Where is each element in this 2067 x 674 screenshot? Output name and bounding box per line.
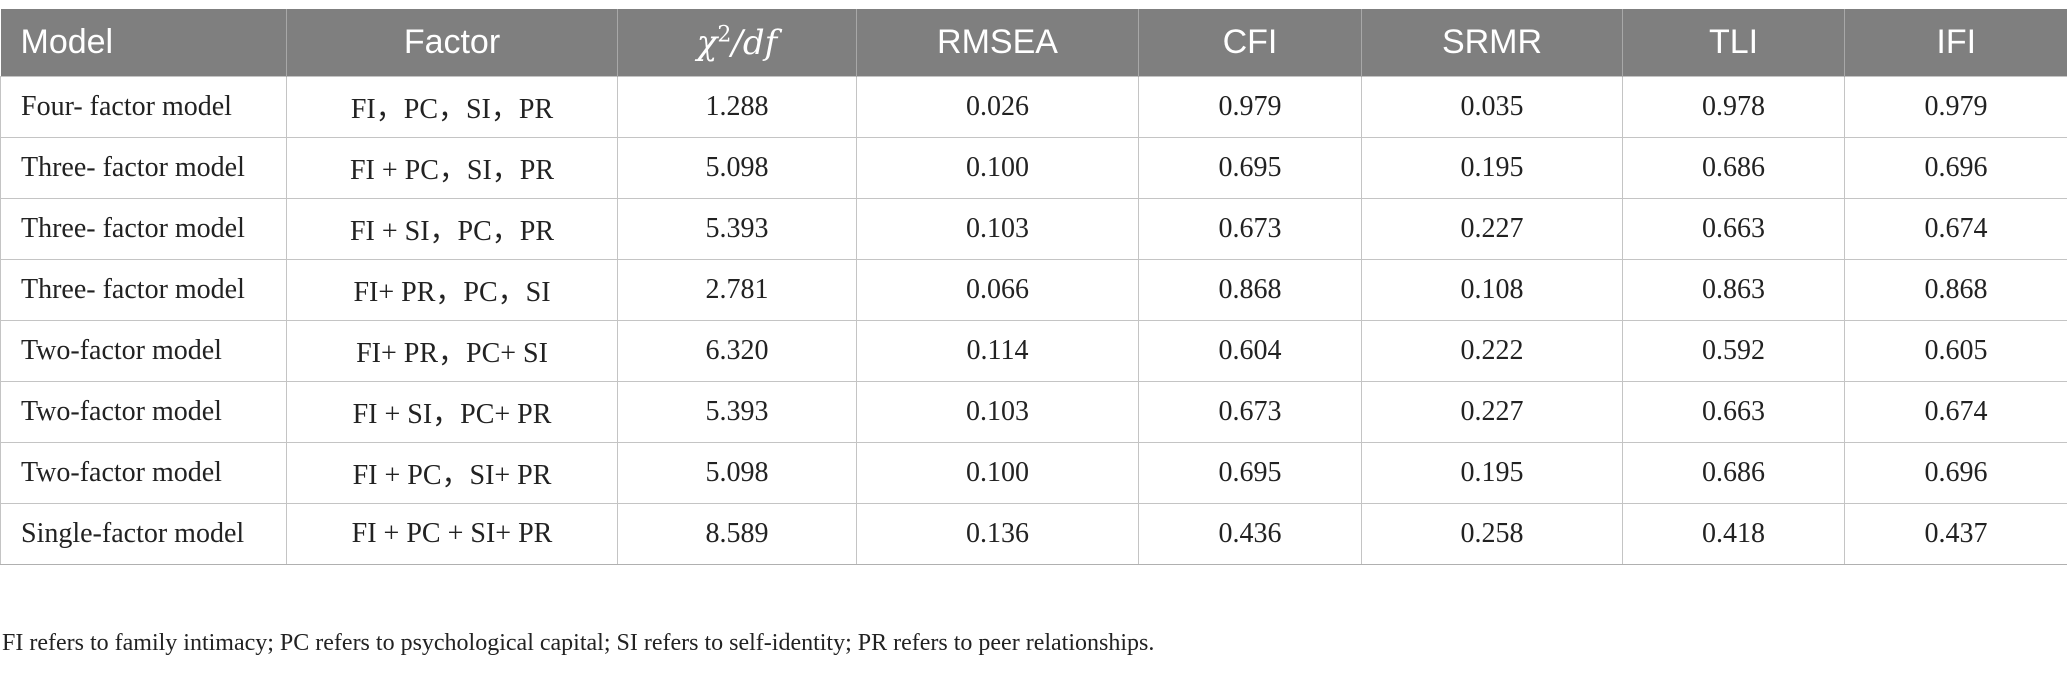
cell-rmsea: 0.066 bbox=[856, 259, 1139, 321]
cell-model: Three- factor model bbox=[0, 259, 287, 321]
cell-srmr: 0.227 bbox=[1361, 381, 1623, 443]
cell-rmsea: 0.103 bbox=[856, 381, 1139, 443]
cell-rmsea: 0.100 bbox=[856, 137, 1139, 199]
cell-rmsea: 0.114 bbox=[856, 320, 1139, 382]
cell-srmr: 0.195 bbox=[1361, 442, 1623, 504]
cell-cfi: 0.673 bbox=[1138, 381, 1362, 443]
cell-model: Four- factor model bbox=[0, 76, 287, 138]
cell-cfi: 0.436 bbox=[1138, 503, 1362, 565]
header-rmsea: RMSEA bbox=[856, 9, 1139, 77]
cell-model: Single-factor model bbox=[0, 503, 287, 565]
cell-model: Two-factor model bbox=[0, 442, 287, 504]
header-tli: TLI bbox=[1622, 9, 1845, 77]
cell-ifi: 0.605 bbox=[1844, 320, 2067, 382]
table-row: Two-factor model FI + PC，SI+ PR 5.098 0.… bbox=[0, 442, 2067, 504]
cell-rmsea: 0.026 bbox=[856, 76, 1139, 138]
chi-superscript: 2 bbox=[717, 22, 732, 48]
table-row: Two-factor model FI + SI，PC+ PR 5.393 0.… bbox=[0, 381, 2067, 443]
table-row: Four- factor model FI，PC，SI，PR 1.288 0.0… bbox=[0, 76, 2067, 138]
cell-tli: 0.663 bbox=[1622, 381, 1845, 443]
cell-ifi: 0.696 bbox=[1844, 137, 2067, 199]
cell-model: Two-factor model bbox=[0, 381, 287, 443]
cell-chi-square-df: 1.288 bbox=[617, 76, 857, 138]
table-row: Three- factor model FI + SI，PC，PR 5.393 … bbox=[0, 198, 2067, 260]
cell-tli: 0.686 bbox=[1622, 137, 1845, 199]
chi-symbol: χ bbox=[696, 22, 718, 63]
cell-factor: FI + PC，SI+ PR bbox=[286, 442, 618, 504]
chi-df: /df bbox=[731, 22, 778, 63]
cell-model: Three- factor model bbox=[0, 198, 287, 260]
cell-chi-square-df: 2.781 bbox=[617, 259, 857, 321]
cell-tli: 0.663 bbox=[1622, 198, 1845, 260]
header-cfi: CFI bbox=[1138, 9, 1362, 77]
cell-ifi: 0.696 bbox=[1844, 442, 2067, 504]
cell-srmr: 0.108 bbox=[1361, 259, 1623, 321]
cell-tli: 0.978 bbox=[1622, 76, 1845, 138]
cell-factor: FI + SI，PC，PR bbox=[286, 198, 618, 260]
cell-model: Three- factor model bbox=[0, 137, 287, 199]
cell-ifi: 0.437 bbox=[1844, 503, 2067, 565]
cell-srmr: 0.258 bbox=[1361, 503, 1623, 565]
header-ifi: IFI bbox=[1844, 9, 2067, 77]
table-body: Four- factor model FI，PC，SI，PR 1.288 0.0… bbox=[0, 76, 2067, 565]
cell-chi-square-df: 5.393 bbox=[617, 198, 857, 260]
cell-factor: FI，PC，SI，PR bbox=[286, 76, 618, 138]
cell-factor: FI+ PR，PC+ SI bbox=[286, 320, 618, 382]
cell-chi-square-df: 5.098 bbox=[617, 442, 857, 504]
cell-ifi: 0.979 bbox=[1844, 76, 2067, 138]
cell-ifi: 0.868 bbox=[1844, 259, 2067, 321]
cell-cfi: 0.695 bbox=[1138, 137, 1362, 199]
cell-ifi: 0.674 bbox=[1844, 381, 2067, 443]
fit-indices-table: Model Factor χ2/df RMSEA CFI SRMR TLI IF… bbox=[0, 9, 2067, 565]
header-factor: Factor bbox=[286, 9, 618, 77]
cell-srmr: 0.035 bbox=[1361, 76, 1623, 138]
header-chi-square-df: χ2/df bbox=[617, 9, 857, 77]
cell-srmr: 0.227 bbox=[1361, 198, 1623, 260]
cell-tli: 0.592 bbox=[1622, 320, 1845, 382]
header-srmr: SRMR bbox=[1361, 9, 1623, 77]
cell-cfi: 0.979 bbox=[1138, 76, 1362, 138]
table-row: Two-factor model FI+ PR，PC+ SI 6.320 0.1… bbox=[0, 320, 2067, 382]
cell-tli: 0.418 bbox=[1622, 503, 1845, 565]
table-row: Three- factor model FI + PC，SI，PR 5.098 … bbox=[0, 137, 2067, 199]
table-row: Three- factor model FI+ PR，PC，SI 2.781 0… bbox=[0, 259, 2067, 321]
cell-factor: FI + SI，PC+ PR bbox=[286, 381, 618, 443]
header-model: Model bbox=[0, 9, 287, 77]
cell-model: Two-factor model bbox=[0, 320, 287, 382]
cell-chi-square-df: 5.098 bbox=[617, 137, 857, 199]
cell-cfi: 0.604 bbox=[1138, 320, 1362, 382]
cell-rmsea: 0.103 bbox=[856, 198, 1139, 260]
cell-ifi: 0.674 bbox=[1844, 198, 2067, 260]
cell-factor: FI+ PR，PC，SI bbox=[286, 259, 618, 321]
cell-rmsea: 0.136 bbox=[856, 503, 1139, 565]
table-footnote: FI refers to family intimacy; PC refers … bbox=[2, 630, 1155, 656]
cell-chi-square-df: 6.320 bbox=[617, 320, 857, 382]
cell-tli: 0.686 bbox=[1622, 442, 1845, 504]
header-row: Model Factor χ2/df RMSEA CFI SRMR TLI IF… bbox=[0, 9, 2067, 77]
cell-chi-square-df: 8.589 bbox=[617, 503, 857, 565]
cell-factor: FI + PC + SI+ PR bbox=[286, 503, 618, 565]
cell-factor: FI + PC，SI，PR bbox=[286, 137, 618, 199]
cell-rmsea: 0.100 bbox=[856, 442, 1139, 504]
cell-cfi: 0.868 bbox=[1138, 259, 1362, 321]
cell-tli: 0.863 bbox=[1622, 259, 1845, 321]
cell-srmr: 0.195 bbox=[1361, 137, 1623, 199]
table-row: Single-factor model FI + PC + SI+ PR 8.5… bbox=[0, 503, 2067, 565]
cell-cfi: 0.673 bbox=[1138, 198, 1362, 260]
cell-srmr: 0.222 bbox=[1361, 320, 1623, 382]
cell-chi-square-df: 5.393 bbox=[617, 381, 857, 443]
cell-cfi: 0.695 bbox=[1138, 442, 1362, 504]
table-header: Model Factor χ2/df RMSEA CFI SRMR TLI IF… bbox=[0, 9, 2067, 77]
